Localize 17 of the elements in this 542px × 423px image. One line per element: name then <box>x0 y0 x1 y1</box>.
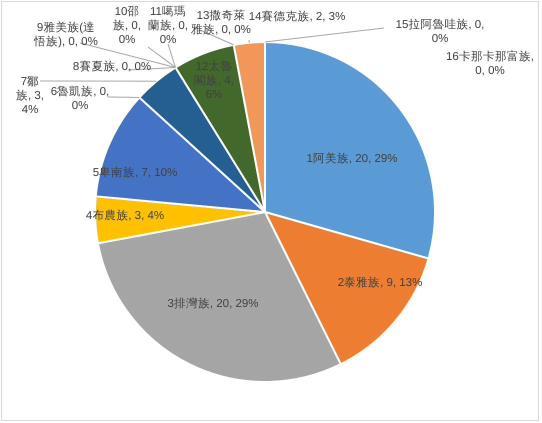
slice-label: 7鄒族, 3, 4% <box>16 75 44 116</box>
category-label: 8賽夏族, 0, 0% <box>72 61 152 74</box>
category-label: 9雅美族(達悟族), 0, 0% <box>34 22 98 48</box>
category-label: 15拉阿魯哇族, 0, <box>396 19 484 32</box>
text: 0% <box>72 100 88 112</box>
category-label: 11噶瑪蘭族, 0, <box>148 6 188 32</box>
category-label: 6魯凱族, 0, <box>50 86 110 98</box>
slice-label: 3排灣族, 20, 29% <box>168 296 258 310</box>
text: 0% <box>432 33 448 46</box>
slice-label: 14賽德克族, 2, 3% <box>248 9 346 24</box>
text: 0, 0% <box>475 65 505 78</box>
text: 0% <box>160 34 176 46</box>
slice-label: 1阿美族, 20, 29% <box>306 151 398 166</box>
text: 0% <box>118 34 136 46</box>
category-label: 10邵族, 0, <box>113 6 141 32</box>
category-label: 13撒奇萊雅族, 0, 0% <box>191 10 251 36</box>
category-label: 16卡那卡那富族, <box>446 51 534 64</box>
